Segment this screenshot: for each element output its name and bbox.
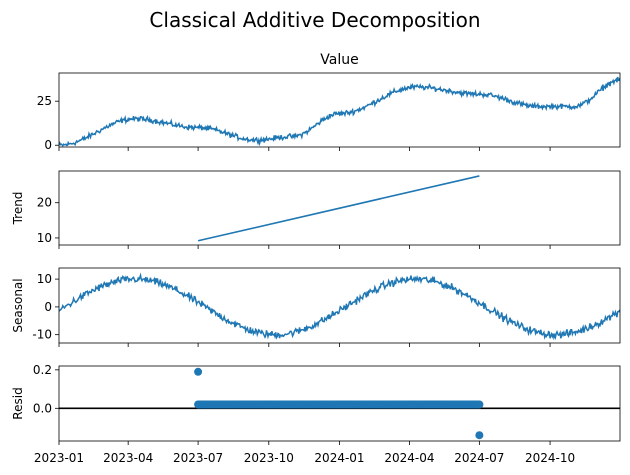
ylabel-resid: Resid [11, 387, 25, 419]
ylabel-trend: Trend [11, 192, 25, 226]
panel-seasonal: -10 0 10 Seasonal [11, 267, 621, 347]
seasonal-series-line [59, 272, 620, 341]
ytick-label-seasonal: -10 [32, 328, 52, 342]
xtick-label: 2023-10 [244, 451, 294, 465]
panel-trend: 10 20 Trend [11, 170, 621, 249]
value-series-line [59, 76, 620, 147]
ytick-label-value: 0 [44, 138, 52, 152]
plot-area-seasonal [59, 272, 620, 341]
ytick-label-resid: 0.0 [33, 401, 52, 415]
panel-resid: 0.0 0.2 2023-01 2023-04 2023-07 2023-10 2024-0… [11, 363, 621, 465]
ytick-label-seasonal: 0 [44, 300, 52, 314]
xtick-label: 2023-04 [103, 451, 153, 465]
ytick-label-value: 25 [37, 94, 52, 108]
subplot-title-value: Value [320, 52, 358, 68]
ytick-label-seasonal: 10 [37, 272, 52, 286]
resid-outlier-0 [194, 367, 203, 376]
plot-area-resid [59, 367, 620, 440]
panel-value: 0 25 Value [37, 52, 621, 152]
trend-series-line [197, 175, 480, 242]
resid-outlier-1 [475, 431, 484, 440]
xtick-label: 2024-07 [454, 451, 504, 465]
xtick-label: 2023-07 [173, 451, 223, 465]
plot-area-value [59, 76, 620, 147]
chart-title: Classical Additive Decomposition [149, 8, 480, 32]
ytick-label-trend: 20 [37, 196, 52, 210]
ylabel-seasonal: Seasonal [11, 278, 25, 332]
xtick-label: 2024-10 [525, 451, 575, 465]
xtick-label: 2023-01 [34, 451, 84, 465]
resid-point [475, 400, 484, 409]
axes-frame-value [58, 72, 621, 148]
ytick-label-resid: 0.2 [33, 363, 52, 377]
ytick-label-trend: 10 [37, 231, 52, 245]
xtick-label: 2024-01 [314, 451, 364, 465]
plot-area-trend [197, 175, 480, 242]
xtick-label: 2024-04 [384, 451, 434, 465]
resid-markers [194, 400, 484, 409]
